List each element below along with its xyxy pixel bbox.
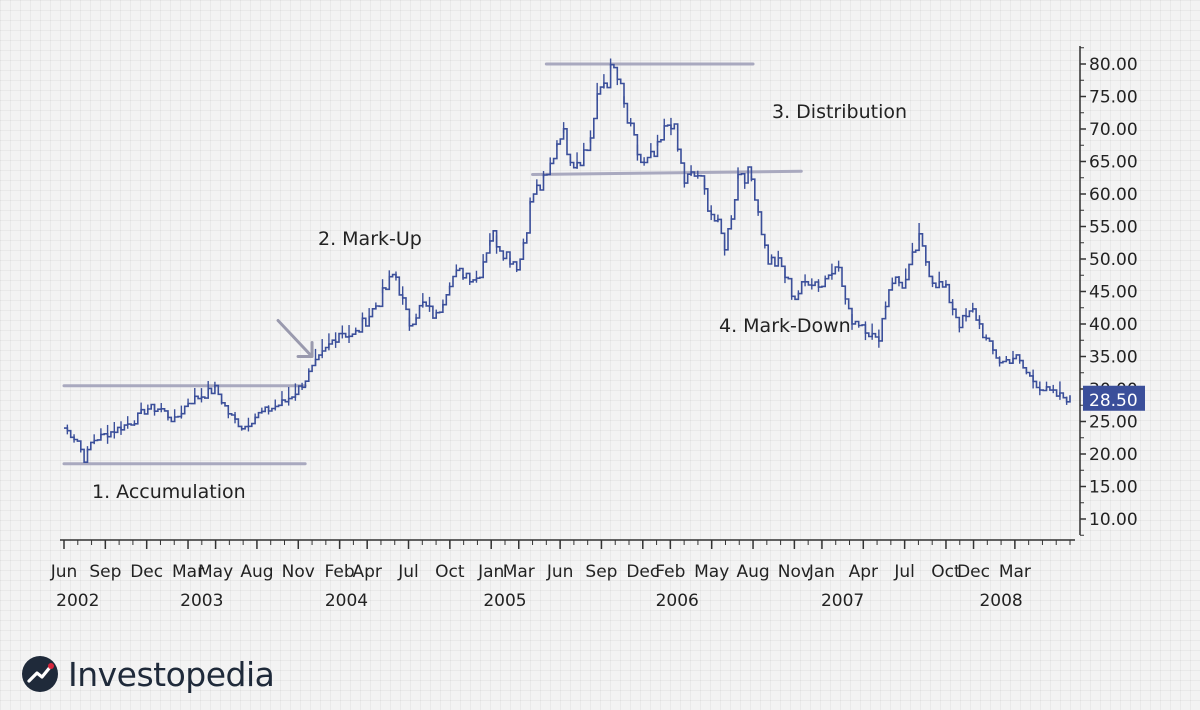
x-tick-label: Sep bbox=[585, 562, 617, 582]
x-tick-label: May bbox=[694, 562, 729, 582]
x-tick-label: Jul bbox=[893, 562, 915, 582]
x-tick-label: Mar bbox=[503, 562, 535, 582]
axes: 80.00 75.00 70.00 65.00 60.00 55.00 50.00 45.00… bbox=[50, 46, 1145, 611]
annotation-distribution: 3. Distribution bbox=[772, 101, 907, 123]
current-price-label: 28.50 bbox=[1089, 391, 1138, 411]
x-tick-label: Nov bbox=[282, 562, 315, 582]
x-year-label: 2002 bbox=[56, 591, 99, 611]
x-tick-label: Jun bbox=[546, 562, 574, 582]
y-tick-label: 60.00 bbox=[1089, 185, 1138, 205]
y-tick-label: 10.00 bbox=[1089, 510, 1138, 530]
x-tick-label: Dec bbox=[130, 562, 163, 582]
x-tick-label: Mar bbox=[172, 562, 204, 582]
y-tick-label: 55.00 bbox=[1089, 218, 1138, 238]
y-tick-label: 50.00 bbox=[1089, 250, 1138, 270]
x-tick-label: Aug bbox=[240, 562, 273, 582]
x-tick-label: Mar bbox=[999, 562, 1031, 582]
x-year-label: 2007 bbox=[821, 591, 864, 611]
reference-lines bbox=[62, 62, 803, 466]
investopedia-logo: Investopedia bbox=[20, 652, 275, 696]
annotation-mark-down: 4. Mark-Down bbox=[719, 315, 851, 337]
y-tick-label: 65.00 bbox=[1089, 153, 1138, 173]
markup-arrow-head bbox=[296, 341, 314, 358]
y-tick-label: 15.00 bbox=[1089, 478, 1138, 498]
investopedia-logo-icon bbox=[22, 656, 58, 692]
y-tick-label: 80.00 bbox=[1089, 55, 1138, 75]
x-year-label: 2003 bbox=[180, 591, 223, 611]
y-tick-label: 70.00 bbox=[1089, 120, 1138, 140]
x-tick-label: Dec bbox=[957, 562, 990, 582]
current-price-badge bbox=[1083, 385, 1145, 411]
x-tick-label: Aug bbox=[736, 562, 769, 582]
y-tick-label: 20.00 bbox=[1089, 445, 1138, 465]
x-year-label: 2005 bbox=[483, 591, 526, 611]
price-line bbox=[64, 63, 1071, 463]
y-tick-label: 75.00 bbox=[1089, 88, 1138, 108]
x-tick-label: Feb bbox=[655, 562, 685, 582]
x-tick-label: Dec bbox=[626, 562, 659, 582]
x-tick-label: Feb bbox=[325, 562, 355, 582]
x-year-label: 2006 bbox=[656, 591, 699, 611]
annotation-accumulation: 1. Accumulation bbox=[92, 481, 246, 503]
reference-line-distribution-support bbox=[531, 169, 803, 176]
x-year-label: 2008 bbox=[979, 591, 1022, 611]
y-tick-label: 40.00 bbox=[1089, 315, 1138, 335]
x-year-label: 2004 bbox=[325, 591, 368, 611]
x-tick-label: Nov bbox=[778, 562, 811, 582]
x-tick-label: Sep bbox=[89, 562, 121, 582]
markup-arrow-shaft bbox=[276, 319, 312, 356]
wyckoff-price-chart: 80.00 75.00 70.00 65.00 60.00 55.00 50.00 45.00… bbox=[50, 46, 1145, 611]
y-tick-label: 35.00 bbox=[1089, 348, 1138, 368]
x-tick-label: Jul bbox=[397, 562, 419, 582]
x-tick-label: Jan bbox=[808, 562, 835, 582]
x-tick-label: Apr bbox=[849, 562, 878, 582]
x-tick-label: Oct bbox=[931, 562, 961, 582]
y-tick-label: 45.00 bbox=[1089, 283, 1138, 303]
y-tick-label: 25.00 bbox=[1089, 413, 1138, 433]
x-tick-label: Jun bbox=[50, 562, 78, 582]
markup-arrow-group bbox=[276, 319, 314, 358]
annotation-mark-up: 2. Mark-Up bbox=[318, 228, 422, 250]
x-tick-label: Apr bbox=[352, 562, 381, 582]
x-tick-label: Oct bbox=[435, 562, 465, 582]
brand-name: Investopedia bbox=[68, 654, 275, 694]
price-series bbox=[64, 58, 1071, 463]
x-tick-label: Jan bbox=[477, 562, 504, 582]
x-tick-label: May bbox=[198, 562, 233, 582]
